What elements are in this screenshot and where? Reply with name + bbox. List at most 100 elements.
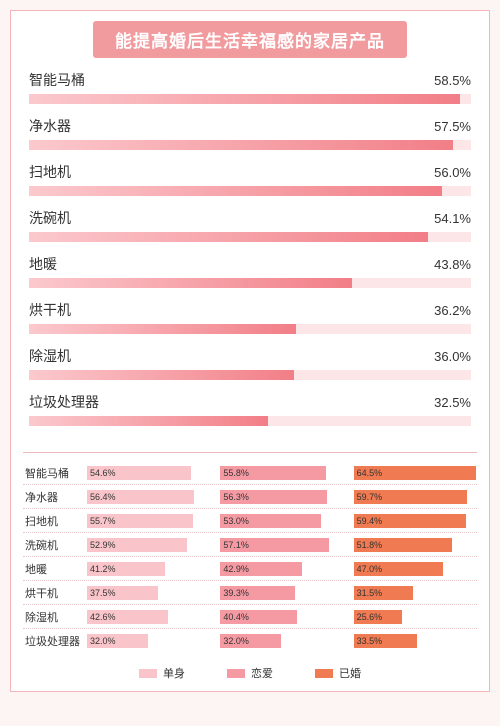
lower-bar-columns: 32.0%32.0%33.5% xyxy=(87,634,477,648)
lower-bar-cell: 52.9% xyxy=(87,538,210,552)
upper-bar-label: 烘干机 xyxy=(29,300,71,320)
title-wrap: 能提高婚后生活幸福感的家居产品 xyxy=(11,11,489,64)
upper-bar-row: 智能马桶 58.5% xyxy=(29,70,471,104)
legend-swatch xyxy=(227,669,245,678)
lower-bar-value: 41.2% xyxy=(90,564,116,574)
lower-bar-cell: 47.0% xyxy=(354,562,477,576)
upper-bar-row: 垃圾处理器 32.5% xyxy=(29,392,471,426)
lower-bar-cell: 51.8% xyxy=(354,538,477,552)
upper-bar-label: 净水器 xyxy=(29,116,71,136)
lower-bar-row: 扫地机55.7%53.0%59.4% xyxy=(23,509,477,533)
lower-bar-row: 净水器56.4%56.3%59.7% xyxy=(23,485,477,509)
lower-bar-value: 33.5% xyxy=(357,636,383,646)
lower-bar-value: 59.7% xyxy=(357,492,383,502)
lower-bar-cell: 39.3% xyxy=(220,586,343,600)
lower-bar-cell: 40.4% xyxy=(220,610,343,624)
lower-bar-value: 39.3% xyxy=(223,588,249,598)
lower-bar-value: 64.5% xyxy=(357,468,383,478)
lower-bar-value: 55.8% xyxy=(223,468,249,478)
lower-bar-label: 地暖 xyxy=(23,561,87,577)
upper-bar-track xyxy=(29,416,471,426)
upper-bar-value: 32.5% xyxy=(434,395,471,410)
lower-bar-columns: 55.7% 53.0% 59.4% xyxy=(87,514,477,528)
upper-bar-label: 垃圾处理器 xyxy=(29,392,99,412)
lower-bar-label: 智能马桶 xyxy=(23,465,87,481)
lower-bar-cell: 57.1% xyxy=(220,538,343,552)
lower-bar-columns: 54.6% 55.8% 64.5% xyxy=(87,466,477,480)
upper-bar-track xyxy=(29,278,471,288)
upper-bar-value: 43.8% xyxy=(434,257,471,272)
lower-bar-label: 烘干机 xyxy=(23,585,87,601)
lower-bar-value: 56.4% xyxy=(90,492,116,502)
lower-bar-cell: 54.6% xyxy=(87,466,210,480)
upper-bar-track xyxy=(29,232,471,242)
lower-bar-value: 52.9% xyxy=(90,540,116,550)
upper-bar-label: 除湿机 xyxy=(29,346,71,366)
lower-bar-value: 32.0% xyxy=(90,636,116,646)
infographic-container: 能提高婚后生活幸福感的家居产品 智能马桶 58.5% 净水器 57.5% 扫地机56.0… xyxy=(0,0,500,702)
legend-item: 已婚 xyxy=(315,665,361,681)
lower-bar-cell: 31.5% xyxy=(354,586,477,600)
upper-bar-value: 57.5% xyxy=(434,119,471,134)
lower-bar-value: 55.7% xyxy=(90,516,116,526)
upper-bar-fill xyxy=(29,324,296,334)
lower-bar-columns: 42.6% 40.4% 25.6% xyxy=(87,610,477,624)
lower-bar-value: 53.0% xyxy=(223,516,249,526)
lower-bar-label: 洗碗机 xyxy=(23,537,87,553)
lower-bar-value: 51.8% xyxy=(357,540,383,550)
legend-label: 已婚 xyxy=(339,665,361,681)
lower-bar-cell: 32.0% xyxy=(87,634,210,648)
lower-bar-value: 57.1% xyxy=(223,540,249,550)
lower-bar-label: 净水器 xyxy=(23,489,87,505)
upper-bar-row: 地暖43.8% xyxy=(29,254,471,288)
upper-bar-label: 智能马桶 xyxy=(29,70,85,90)
lower-grouped-bar-chart: 智能马桶54.6%55.8%64.5%净水器56.4%56.3%59.7%扫地机… xyxy=(11,461,489,657)
upper-bar-label: 扫地机 xyxy=(29,162,71,182)
upper-bar-track xyxy=(29,140,471,150)
upper-bar-fill xyxy=(29,186,442,196)
section-divider xyxy=(23,452,477,453)
upper-bar-fill xyxy=(29,278,352,288)
lower-bar-row: 地暖41.2%42.9%47.0% xyxy=(23,557,477,581)
legend-item: 单身 xyxy=(139,665,185,681)
upper-bar-row: 扫地机56.0% xyxy=(29,162,471,196)
upper-bar-value: 36.2% xyxy=(434,303,471,318)
upper-bar-track xyxy=(29,370,471,380)
upper-bar-value: 58.5% xyxy=(434,73,471,88)
lower-bar-cell: 37.5% xyxy=(87,586,210,600)
lower-bar-cell: 55.7% xyxy=(87,514,210,528)
lower-bar-cell: 42.6% xyxy=(87,610,210,624)
upper-bar-value: 54.1% xyxy=(434,211,471,226)
lower-bar-cell: 25.6% xyxy=(354,610,477,624)
chart-title: 能提高婚后生活幸福感的家居产品 xyxy=(93,21,407,58)
upper-bar-track xyxy=(29,324,471,334)
lower-bar-cell: 53.0% xyxy=(220,514,343,528)
upper-bar-fill xyxy=(29,370,294,380)
upper-bar-fill xyxy=(29,416,268,426)
lower-bar-row: 智能马桶54.6% 55.8% 64.5% xyxy=(23,461,477,485)
lower-bar-value: 40.4% xyxy=(223,612,249,622)
legend: 单身 恋爱 已婚 xyxy=(11,657,489,691)
lower-bar-row: 除湿机42.6% 40.4% 25.6% xyxy=(23,605,477,629)
upper-bar-row: 除湿机36.0% xyxy=(29,346,471,380)
upper-bar-fill xyxy=(29,94,460,104)
lower-bar-cell: 33.5% xyxy=(354,634,477,648)
lower-bar-cell: 59.4% xyxy=(354,514,477,528)
upper-bar-label: 洗碗机 xyxy=(29,208,71,228)
lower-bar-label: 除湿机 xyxy=(23,609,87,625)
legend-item: 恋爱 xyxy=(227,665,273,681)
lower-bar-columns: 41.2%42.9%47.0% xyxy=(87,562,477,576)
lower-bar-columns: 37.5% 39.3% 31.5% xyxy=(87,586,477,600)
lower-bar-cell: 59.7% xyxy=(354,490,477,504)
lower-bar-value: 47.0% xyxy=(357,564,383,574)
lower-bar-value: 25.6% xyxy=(357,612,383,622)
upper-bar-row: 洗碗机 54.1% xyxy=(29,208,471,242)
lower-bar-value: 31.5% xyxy=(357,588,383,598)
legend-label: 恋爱 xyxy=(251,665,273,681)
upper-bar-row: 烘干机 36.2% xyxy=(29,300,471,334)
lower-bar-columns: 52.9% 57.1% 51.8% xyxy=(87,538,477,552)
lower-bar-value: 54.6% xyxy=(90,468,116,478)
lower-bar-row: 洗碗机52.9% 57.1% 51.8% xyxy=(23,533,477,557)
lower-bar-columns: 56.4%56.3%59.7% xyxy=(87,490,477,504)
legend-label: 单身 xyxy=(163,665,185,681)
